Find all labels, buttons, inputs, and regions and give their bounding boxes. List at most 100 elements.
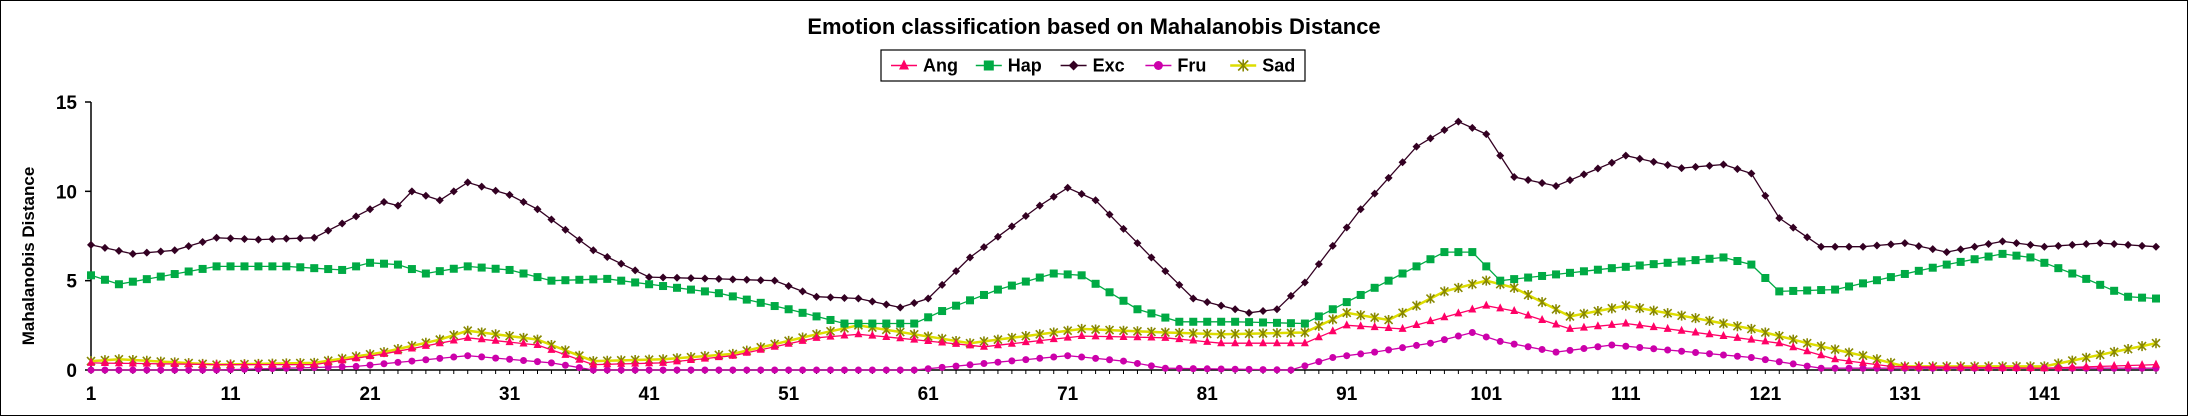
data-point-hap (198, 264, 207, 273)
data-point-fru (1650, 345, 1658, 353)
data-point-hap (784, 305, 793, 314)
data-point-hap (728, 292, 737, 301)
data-point-hap (979, 290, 988, 299)
data-point-ang (1049, 334, 1058, 343)
data-point-exc (2054, 241, 2063, 250)
data-point-exc (575, 236, 584, 245)
data-point-fru (854, 366, 862, 374)
data-point-hap (826, 315, 835, 324)
data-point-ang (1719, 331, 1728, 340)
data-point-exc (1035, 201, 1044, 210)
data-point-sad (1272, 328, 1282, 339)
data-point-exc (1398, 158, 1407, 167)
x-tick-label: 51 (778, 384, 800, 405)
data-point-exc (128, 249, 137, 258)
data-point-hap (1356, 290, 1365, 299)
data-point-exc (254, 235, 263, 244)
data-point-fru (1245, 365, 1253, 373)
data-point-ang (324, 357, 333, 366)
data-point-exc (700, 274, 709, 283)
data-point-hap (1524, 273, 1533, 282)
data-point-sad (1467, 279, 1477, 290)
data-point-fru (1859, 364, 1867, 372)
data-point-exc (2068, 240, 2077, 249)
legend-label-exc: Exc (1093, 56, 1125, 76)
data-point-ang (1942, 362, 1951, 371)
x-tick-label: 131 (1889, 384, 1921, 405)
data-point-exc (1426, 134, 1435, 143)
data-point-hap (938, 307, 947, 316)
legend-marker-fru (1153, 61, 1163, 70)
data-point-fru (492, 354, 500, 362)
data-point-hap (380, 259, 389, 268)
data-point-exc (226, 234, 235, 243)
data-point-fru (1022, 356, 1030, 364)
data-point-fru (1636, 343, 1644, 351)
data-point-sad (1523, 289, 1533, 300)
data-point-hap (268, 262, 277, 271)
data-point-hap (2124, 292, 2133, 301)
data-point-exc (547, 215, 556, 224)
data-point-ang (533, 339, 542, 348)
data-point-hap (1384, 276, 1393, 285)
data-point-fru (1803, 362, 1811, 370)
data-point-fru (575, 364, 583, 372)
data-point-ang (1970, 362, 1979, 371)
data-point-hap (212, 262, 221, 271)
data-point-hap (1705, 254, 1714, 263)
data-point-exc (1203, 298, 1212, 307)
data-point-fru (1385, 346, 1393, 354)
data-point-ang (1203, 336, 1212, 345)
data-point-ang (338, 355, 347, 364)
data-point-exc (910, 299, 919, 307)
data-point-sad (1537, 297, 1547, 308)
data-point-ang (1272, 338, 1281, 347)
data-point-fru (631, 366, 639, 374)
data-point-hap (519, 269, 528, 278)
data-point-hap (1845, 282, 1854, 291)
data-point-fru (1426, 339, 1434, 347)
data-point-exc (1454, 117, 1463, 126)
data-point-ang (1872, 359, 1881, 368)
data-point-exc (1789, 223, 1798, 232)
data-point-hap (854, 319, 863, 328)
data-point-ang (700, 353, 709, 362)
data-point-fru (1566, 346, 1574, 354)
data-point-exc (1900, 239, 1909, 248)
data-point-hap (1119, 296, 1128, 305)
data-point-ang (170, 359, 179, 368)
data-point-fru (882, 366, 890, 374)
data-point-exc (87, 240, 95, 249)
data-point-exc (1133, 239, 1142, 248)
data-point-ang (1482, 300, 1491, 309)
data-point-exc (240, 234, 249, 243)
data-point-exc (826, 293, 835, 302)
y-tick-label: 10 (56, 182, 77, 203)
data-point-fru (185, 366, 193, 374)
data-point-ang (1328, 326, 1337, 335)
data-point-exc (882, 300, 891, 309)
data-point-exc (1761, 191, 1770, 200)
data-point-exc (938, 280, 947, 289)
data-point-exc (1091, 196, 1100, 205)
data-point-exc (1259, 307, 1268, 316)
data-point-exc (393, 201, 402, 210)
series-fru (87, 328, 2160, 374)
data-point-ang (1705, 329, 1714, 338)
data-point-ang (2068, 362, 2077, 371)
data-point-hap (1049, 269, 1058, 278)
data-point-hap (128, 277, 137, 286)
data-point-exc (1300, 278, 1309, 287)
data-point-exc (561, 225, 570, 234)
data-point-ang (1370, 322, 1379, 331)
data-point-ang (1356, 321, 1365, 330)
data-point-hap (87, 271, 95, 280)
data-point-hap (659, 282, 668, 291)
data-point-hap (1147, 309, 1156, 318)
x-tick-label: 61 (918, 384, 940, 405)
data-point-ang (2138, 360, 2147, 369)
data-point-fru (701, 366, 709, 374)
data-point-ang (1300, 338, 1309, 347)
data-point-hap (1217, 317, 1226, 326)
